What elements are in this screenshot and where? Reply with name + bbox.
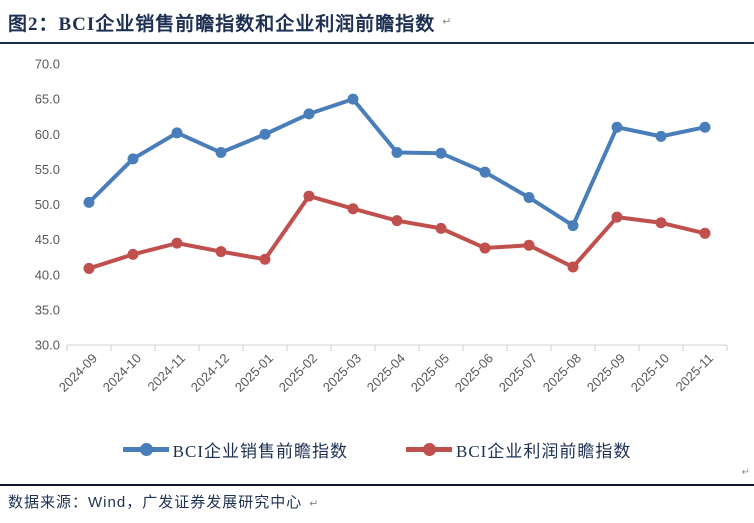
data-point-marker [523,239,535,251]
data-point-marker [567,261,579,273]
data-point-marker [567,220,579,232]
legend-label-sales: BCI企业销售前瞻指数 [172,441,348,461]
data-point-marker [303,190,315,202]
data-point-marker [611,211,623,223]
y-axis-tick-label: 30.0 [35,338,60,353]
x-axis-tick-label: 2024-10 [100,351,144,395]
data-point-marker [303,108,315,120]
x-axis-tick-label: 2024-12 [188,351,232,395]
figure-title-bar: 图2：BCI企业销售前瞻指数和企业利润前瞻指数 ↵ [0,0,754,44]
data-point-marker [391,147,403,159]
x-axis-tick-label: 2024-09 [56,351,100,395]
x-axis-tick-label: 2024-11 [144,351,188,395]
legend-item-sales: BCI企业销售前瞻指数 [122,437,348,462]
line-chart: 30.0 35.0 40.0 45.0 50.0 55.0 60.0 65.0 70.0 2024… [35,57,728,395]
footer-return-mark-icon: ↵ [309,498,320,510]
chart-legend: BCI企业销售前瞻指数 BCI企业利润前瞻指数 [0,432,754,466]
page-return-mark-icon: ↵ [741,467,750,478]
y-axis-tick-label: 50.0 [35,197,60,212]
x-axis-tick-label: 2025-09 [584,351,628,395]
legend-label-profit: BCI企业利润前瞻指数 [456,441,632,461]
x-axis-tick-label: 2025-01 [232,351,276,395]
data-point-marker [479,242,491,254]
data-point-marker [699,121,711,133]
y-axis-tick-label: 55.0 [35,162,60,177]
profit-line-swatch-icon [406,442,452,456]
data-point-marker [479,166,491,178]
data-point-marker [83,196,95,208]
x-axis-tick-label: 2025-06 [452,351,496,395]
data-point-marker [215,246,227,258]
data-point-marker [523,191,535,203]
x-axis-tick-label: 2025-08 [540,351,584,395]
sales-line-swatch-icon [122,442,169,456]
data-point-marker [171,237,183,249]
y-axis-tick-label: 45.0 [35,232,60,247]
return-mark-icon: ↵ [442,16,452,28]
figure-title: 图2：BCI企业销售前瞻指数和企业利润前瞻指数 [8,14,436,35]
y-axis-tick-label: 65.0 [35,92,60,107]
data-source-note: 数据来源：Wind，广发证券发展研究中心 ↵ [0,486,754,512]
y-axis-tick-label: 60.0 [35,127,60,142]
x-axis-tick-label: 2025-10 [628,351,672,395]
data-source-prefix: 数据来源： [8,495,89,511]
data-point-marker [259,128,271,140]
data-point-marker [611,121,623,133]
data-point-marker [127,153,139,165]
footer-divider [0,484,754,486]
data-point-marker [699,227,711,239]
data-point-marker [435,147,447,159]
data-point-marker [259,253,271,265]
x-axis-tick-label: 2025-05 [408,351,452,395]
profit-series-line [87,194,707,271]
x-axis-tick-label: 2025-03 [320,351,364,395]
data-point-marker [347,203,359,215]
x-axis-tick-label: 2025-04 [364,351,408,395]
data-source-latin: Wind， [88,494,143,511]
data-point-marker [215,147,227,159]
x-axis-tick-label: 2025-07 [496,351,540,395]
y-axis-tick-label: 70.0 [35,57,60,72]
data-point-marker [347,93,359,105]
sales-series-line [87,97,707,228]
x-axis-tick-label: 2025-02 [276,351,320,395]
y-axis-tick-label: 35.0 [35,302,60,317]
data-point-marker [171,127,183,139]
data-point-marker [391,215,403,227]
x-axis-tick-label: 2025-11 [672,351,716,395]
data-point-marker [655,217,667,229]
data-point-marker [127,248,139,260]
data-point-marker [83,262,95,274]
data-source-suffix: 广发证券发展研究中心 [142,495,303,511]
data-point-marker [435,222,447,234]
y-axis-tick-label: 40.0 [35,267,60,282]
legend-item-profit: BCI企业利润前瞻指数 [406,437,631,462]
data-point-marker [655,130,667,142]
